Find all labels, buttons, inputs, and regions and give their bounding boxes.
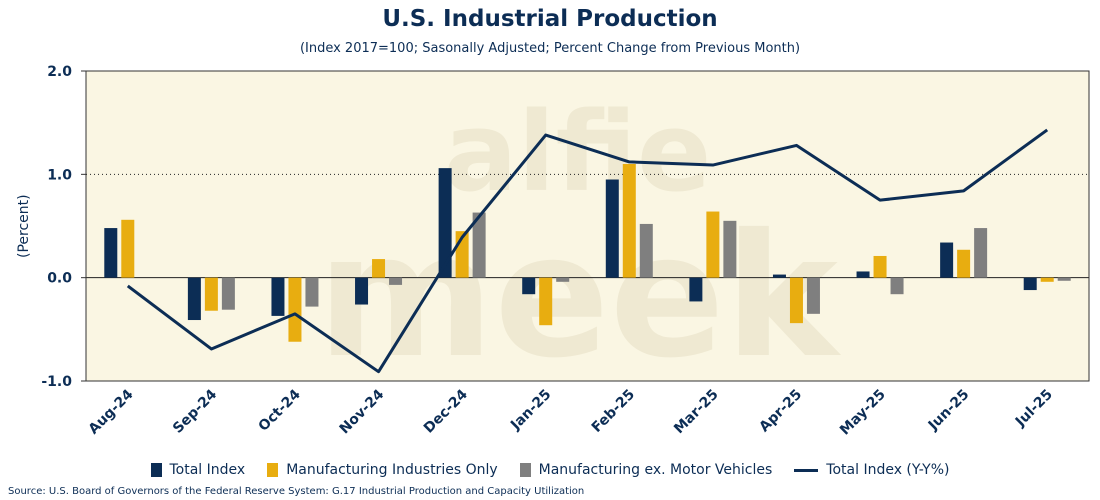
bar-manufacturing-ex-motor-vehicles-oct-24 — [305, 277, 319, 307]
bar-manufacturing-industries-only-jul-25 — [1040, 277, 1054, 282]
bar-total-index-sep-24 — [187, 277, 201, 321]
bar-total-index-jul-25 — [1023, 277, 1037, 291]
chart-subtitle: (Index 2017=100; Sasonally Adjusted; Per… — [299, 41, 801, 56]
watermark-top: alfie — [443, 88, 711, 216]
bar-manufacturing-ex-motor-vehicles-jun-25 — [974, 228, 988, 278]
plot-border — [85, 70, 1090, 382]
bar-total-index-jan-25 — [522, 277, 536, 295]
bar-manufacturing-industries-only-jan-25 — [539, 277, 553, 326]
bar-total-index-jun-25 — [940, 242, 954, 278]
y-tick-label: 2.0 — [47, 64, 72, 80]
x-tick-label: Aug-24 — [86, 386, 137, 437]
bar-total-index-dec-24 — [438, 168, 452, 278]
bar-manufacturing-ex-motor-vehicles-may-25 — [890, 277, 904, 295]
bar-manufacturing-ex-motor-vehicles-nov-24 — [389, 277, 403, 285]
y-tick-label: -1.0 — [41, 374, 72, 390]
x-tick-label: Oct-24 — [256, 386, 304, 434]
legend-swatch-manufacturing — [267, 463, 279, 477]
legend-item-manufacturing[interactable]: Manufacturing Industries Only — [267, 462, 498, 478]
bar-manufacturing-ex-motor-vehicles-jan-25 — [556, 277, 570, 282]
bar-manufacturing-industries-only-nov-24 — [372, 259, 386, 278]
bar-manufacturing-ex-motor-vehicles-dec-24 — [472, 212, 486, 278]
bar-manufacturing-industries-only-oct-24 — [288, 277, 302, 342]
legend-swatch-manufacturing-ex-mv — [519, 463, 531, 477]
chart-legend: Total Index Manufacturing Industries Onl… — [0, 462, 1100, 478]
bar-manufacturing-ex-motor-vehicles-feb-25 — [639, 223, 653, 278]
bar-manufacturing-industries-only-sep-24 — [204, 277, 218, 311]
legend-swatch-total-yoy — [794, 468, 819, 472]
bar-total-index-nov-24 — [355, 277, 369, 305]
legend-item-total-yoy[interactable]: Total Index (Y-Y%) — [794, 462, 950, 478]
bar-manufacturing-ex-motor-vehicles-apr-25 — [806, 277, 820, 314]
bar-total-index-aug-24 — [104, 228, 118, 278]
y-tick-label: 1.0 — [47, 167, 72, 183]
bar-total-index-mar-25 — [689, 277, 703, 302]
plot-background — [86, 71, 1089, 381]
bar-manufacturing-ex-motor-vehicles-sep-24 — [221, 277, 235, 310]
legend-item-manufacturing-ex-mv[interactable]: Manufacturing ex. Motor Vehicles — [519, 462, 773, 478]
bar-manufacturing-industries-only-jun-25 — [957, 249, 971, 278]
bar-manufacturing-industries-only-aug-24 — [121, 219, 135, 278]
x-tick-label: Jun-25 — [925, 387, 973, 435]
bar-total-index-oct-24 — [271, 277, 285, 316]
bar-total-index-feb-25 — [605, 179, 619, 278]
x-tick-label: Sep-24 — [170, 386, 220, 436]
bar-total-index-may-25 — [856, 271, 870, 278]
legend-label-manufacturing-ex-mv: Manufacturing ex. Motor Vehicles — [538, 462, 773, 478]
legend-label-total-index: Total Index — [169, 462, 246, 478]
legend-swatch-total-index — [150, 463, 162, 477]
chart-title: U.S. Industrial Production — [382, 6, 718, 32]
legend-item-total-index[interactable]: Total Index — [150, 462, 246, 478]
bar-total-index-apr-25 — [772, 274, 786, 278]
bar-manufacturing-industries-only-mar-25 — [706, 211, 720, 278]
bar-manufacturing-ex-motor-vehicles-jul-25 — [1057, 277, 1071, 281]
bar-manufacturing-industries-only-feb-25 — [622, 164, 636, 278]
y-tick-label: 0.0 — [47, 271, 72, 287]
bar-manufacturing-industries-only-may-25 — [873, 255, 887, 278]
x-tick-label: May-25 — [837, 387, 889, 439]
legend-label-total-yoy: Total Index (Y-Y%) — [826, 462, 950, 478]
bar-manufacturing-industries-only-apr-25 — [789, 277, 803, 324]
line-total-index-yoy — [126, 128, 1049, 374]
legend-label-manufacturing: Manufacturing Industries Only — [286, 462, 498, 478]
bar-manufacturing-ex-motor-vehicles-mar-25 — [723, 220, 737, 278]
source-note: Source: U.S. Board of Governors of the F… — [8, 486, 585, 497]
watermark-bottom: meek — [317, 198, 842, 396]
x-tick-label: Jul-25 — [1012, 387, 1056, 431]
